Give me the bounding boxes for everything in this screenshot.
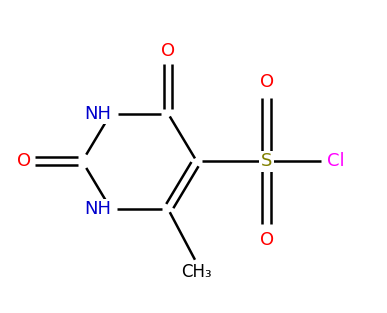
Text: O: O — [260, 231, 274, 249]
Text: O: O — [161, 42, 175, 59]
Text: S: S — [261, 152, 272, 170]
Text: NH: NH — [84, 200, 111, 218]
Text: O: O — [17, 152, 31, 170]
Text: NH: NH — [84, 105, 111, 123]
Text: CH₃: CH₃ — [182, 263, 212, 281]
Text: Cl: Cl — [327, 152, 345, 170]
Text: O: O — [260, 73, 274, 91]
